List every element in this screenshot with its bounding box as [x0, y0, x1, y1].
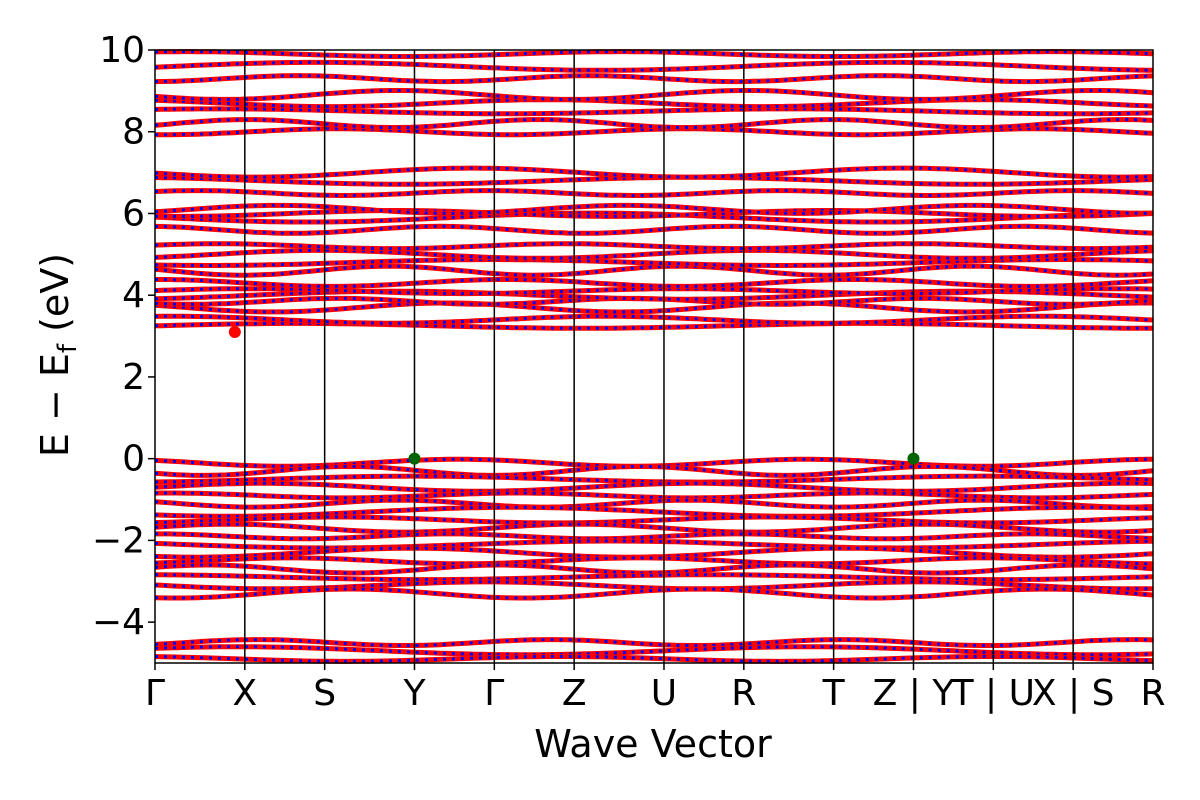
band-spin-up — [154, 480, 1154, 494]
band-spin-up — [155, 531, 1154, 542]
y-axis-label: E − Ef (eV) — [33, 253, 83, 457]
x-tick-label: Γ — [484, 673, 504, 714]
y-tick-label: 2 — [122, 357, 145, 398]
band-spin-up — [154, 247, 1154, 261]
band-spin-up — [154, 223, 1154, 236]
band-spin-up — [154, 202, 1153, 216]
band-spin-up — [154, 97, 1154, 110]
band-lines — [154, 49, 1154, 664]
x-tick-label: R — [731, 673, 756, 714]
band-spin-up — [154, 521, 1154, 535]
band-spin-up — [154, 637, 1154, 648]
band-spin-up — [155, 277, 1154, 289]
y-tick-label: 4 — [122, 275, 145, 316]
band-spin-up — [154, 654, 1154, 664]
band-spin-up — [154, 514, 1154, 526]
band-spin-up — [154, 208, 1154, 219]
x-tick-label: T | U — [951, 673, 1035, 714]
vbm-marker — [907, 452, 920, 465]
y-axis-label-unit: (eV) — [33, 253, 77, 344]
band-spin-up — [154, 555, 1154, 567]
cbm-marker — [228, 325, 241, 338]
band-spin-up — [154, 538, 1154, 551]
x-axis-ticks: Γ X S Y Γ Z U R T Z | YT | UX | S R — [145, 663, 1166, 714]
y-tick-label: 10 — [99, 30, 145, 71]
band-spin-up — [154, 313, 1154, 326]
x-tick-label: R — [1140, 673, 1165, 714]
y-tick-label: 0 — [122, 439, 145, 480]
band-spin-up — [154, 286, 1154, 297]
band-spin-up — [154, 59, 1153, 73]
band-spin-up — [154, 463, 1154, 478]
band-spin-up — [154, 504, 1154, 519]
band-spin-up — [154, 300, 1153, 315]
y-tick-label: −4 — [92, 602, 145, 643]
kpath-divider-lines — [244, 50, 1074, 663]
band-spin-up — [154, 88, 1154, 102]
band-spin-up — [154, 49, 1154, 59]
band-spin-up — [154, 562, 1154, 576]
band-spin-up — [154, 586, 1154, 601]
band-spin-up — [154, 490, 1154, 501]
x-tick-label: T — [822, 673, 846, 714]
band-spin-up — [154, 165, 1154, 180]
x-tick-label: Y — [402, 673, 426, 714]
y-tick-label: −2 — [92, 520, 145, 561]
y-tick-label: 8 — [122, 112, 145, 153]
x-tick-label: Z — [562, 673, 587, 714]
band-spin-up — [154, 188, 1154, 198]
band-spin-up — [154, 73, 1154, 85]
band-spin-up — [154, 241, 1154, 252]
x-tick-label: X — [232, 673, 257, 714]
band-spin-up — [154, 497, 1154, 510]
y-axis-ticks: −4 −2 0 2 4 6 8 10 — [92, 30, 155, 643]
x-axis-label: Wave Vector — [534, 722, 772, 766]
band-spin-up — [154, 117, 1154, 130]
band-spin-up — [154, 644, 1154, 658]
x-tick-label: Z | Y — [873, 673, 956, 714]
band-spin-up — [154, 263, 1154, 278]
plot-frame — [154, 49, 1154, 664]
y-tick-label: 6 — [122, 193, 145, 234]
x-tick-label: X | S — [1032, 673, 1115, 714]
x-tick-label: Γ — [145, 673, 165, 714]
x-tick-label: S — [313, 673, 336, 714]
x-tick-label: U — [651, 673, 677, 714]
vbm-marker — [408, 452, 421, 465]
band-spin-up — [154, 106, 1154, 117]
y-axis-label-subscript: f — [53, 343, 83, 353]
band-spin-up — [155, 572, 1154, 583]
extrema-markers — [228, 325, 920, 465]
